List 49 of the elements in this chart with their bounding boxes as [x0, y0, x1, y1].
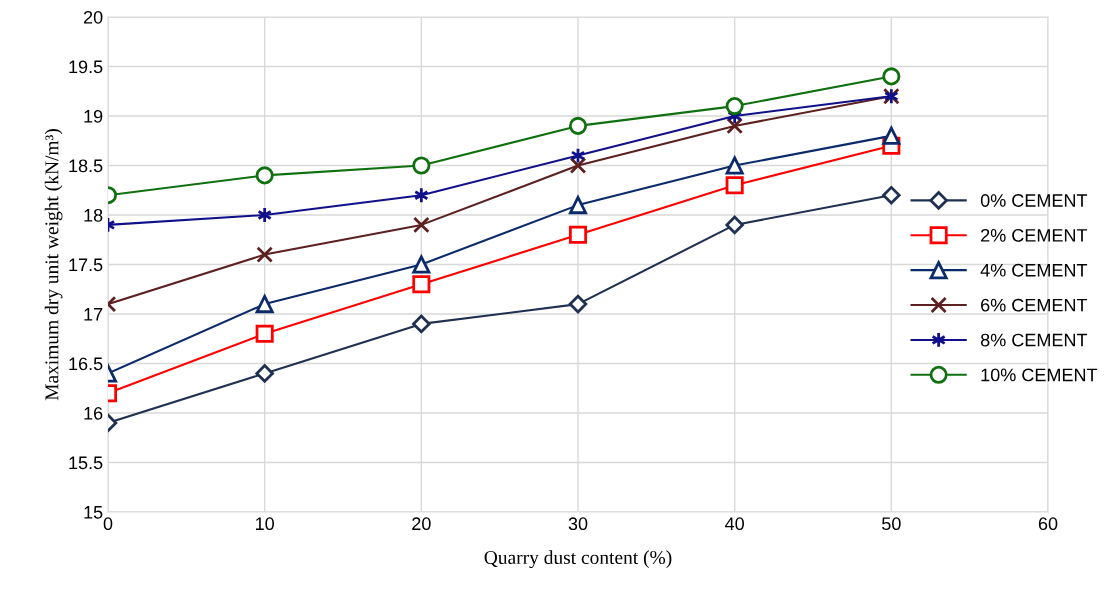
- point: [568, 196, 588, 215]
- point: [412, 314, 431, 334]
- x-axis-title: Quarry dust content (%): [484, 550, 672, 569]
- point: [568, 294, 588, 314]
- x-tick-label: 50: [882, 517, 901, 531]
- point: [725, 215, 744, 235]
- x-tick-label: 40: [725, 517, 744, 531]
- point: [256, 246, 273, 263]
- y-tick-label: 16: [84, 406, 103, 420]
- x-tick-label: 0: [103, 517, 113, 531]
- point: [569, 157, 587, 174]
- legend-label: 8% CEMENT: [980, 333, 1088, 347]
- point: [412, 255, 431, 274]
- point: [882, 185, 901, 205]
- x-tick-label: 20: [412, 517, 431, 531]
- point: [413, 216, 430, 234]
- point: [255, 295, 274, 314]
- point: [412, 275, 431, 294]
- y-tick-label: 18: [84, 208, 103, 222]
- y-tick-label: 20: [83, 10, 103, 24]
- point: [726, 117, 743, 135]
- legend-label: 0% CEMENT: [980, 194, 1088, 207]
- point: [568, 225, 588, 244]
- y-tick-label: 17: [84, 308, 103, 321]
- point: [725, 176, 744, 195]
- y-tick-label: 15.5: [69, 456, 103, 470]
- point: [255, 364, 274, 383]
- point: [568, 116, 588, 135]
- y-tick-label: 19: [84, 109, 103, 123]
- legend-label: 6% CEMENT: [981, 298, 1088, 312]
- legend-label: 2% CEMENT: [981, 228, 1088, 242]
- point: [255, 324, 274, 343]
- point: [882, 126, 901, 145]
- y-axis-title: Maximum dry unit weight (kN/m³): [44, 129, 63, 401]
- x-tick-label: 60: [1038, 517, 1058, 531]
- legend-label: 4% CEMENT: [980, 263, 1088, 277]
- x-tick-label: 10: [256, 517, 274, 531]
- y-tick-label: 17.5: [69, 258, 103, 272]
- point: [882, 67, 901, 86]
- point: [412, 156, 431, 175]
- y-tick-label: 18.5: [69, 159, 103, 173]
- y-tick-label: 16.5: [69, 357, 103, 371]
- point: [725, 97, 744, 116]
- point: [725, 156, 744, 175]
- legend-label: 10% CEMENT: [981, 368, 1098, 382]
- y-tick-label: 15: [84, 506, 103, 519]
- x-tick-label: 30: [568, 517, 588, 531]
- point: [255, 166, 274, 185]
- y-tick-label: 19.5: [69, 60, 103, 74]
